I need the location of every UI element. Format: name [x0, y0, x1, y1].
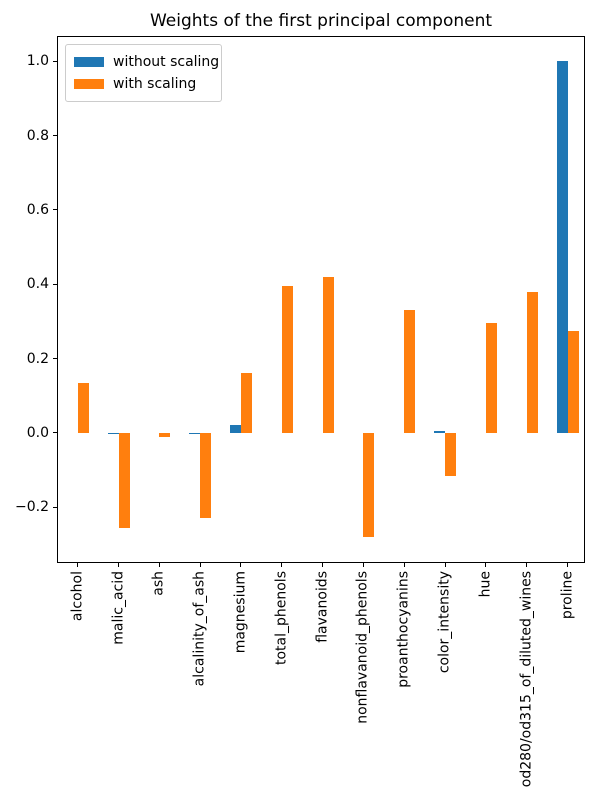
- bar-with-scaling-magnesium: [240, 373, 252, 433]
- y-tick-mark: [53, 60, 57, 62]
- y-tick-label: 0.8: [26, 127, 49, 144]
- x-tick-mark: [118, 562, 120, 567]
- x-tick-mark: [567, 562, 569, 567]
- x-tick-mark: [444, 562, 446, 567]
- bar-with-scaling-color-intensity: [445, 432, 457, 476]
- plot-area: without scaling with scaling: [57, 36, 585, 563]
- y-tick-mark: [53, 358, 57, 359]
- bar-with-scaling-ash: [159, 432, 171, 437]
- x-tick-label-total-phenols: total_phenols: [273, 570, 290, 665]
- bar-with-scaling-alcohol: [77, 382, 89, 433]
- legend-item-with-scaling: with scaling: [74, 73, 212, 95]
- bar-without-scaling-color-intensity: [434, 431, 446, 433]
- bar-without-scaling-proline: [556, 61, 568, 433]
- y-tick-label: −0.2: [15, 499, 49, 516]
- x-tick-label-proanthocyanins: proanthocyanins: [395, 570, 412, 688]
- x-tick-mark: [158, 562, 160, 567]
- x-tick-mark: [240, 562, 242, 567]
- bar-with-scaling-hue: [485, 323, 497, 433]
- x-tick-label-flavanoids: flavanoids: [314, 570, 331, 643]
- y-tick-label: 1.0: [26, 53, 49, 70]
- bar-with-scaling-alcalinity-of-ash: [200, 432, 212, 519]
- y-tick-mark: [53, 506, 57, 508]
- x-tick-label-color-intensity: color_intensity: [436, 570, 453, 673]
- legend-label: with scaling: [113, 76, 197, 92]
- bar-without-scaling-alcalinity-of-ash: [189, 432, 201, 435]
- y-tick-label: 0.0: [26, 424, 49, 441]
- x-tick-label-alcohol: alcohol: [69, 570, 86, 621]
- y-tick-label: 0.4: [26, 276, 49, 293]
- legend-swatch-orange: [74, 79, 104, 89]
- bar-with-scaling-malic-acid: [118, 432, 130, 528]
- bar-with-scaling-total-phenols: [281, 286, 293, 433]
- y-tick-mark: [53, 209, 57, 211]
- x-tick-label-nonflavanoid-phenols: nonflavanoid_phenols: [354, 570, 371, 724]
- bar-with-scaling-nonflavanoid-phenols: [363, 432, 375, 537]
- y-tick-mark: [53, 283, 57, 285]
- bar-with-scaling-proline: [567, 330, 579, 433]
- x-tick-label-hue: hue: [477, 570, 494, 597]
- legend-item-without-scaling: without scaling: [74, 51, 219, 73]
- x-tick-mark: [281, 562, 283, 567]
- x-tick-mark: [485, 562, 487, 567]
- y-tick-mark: [53, 135, 57, 137]
- legend: without scaling with scaling: [65, 44, 222, 102]
- y-tick-label: 0.2: [26, 350, 49, 367]
- bar-without-scaling-malic-acid: [107, 432, 119, 434]
- x-tick-mark: [322, 562, 324, 567]
- x-tick-label-malic-acid: malic_acid: [110, 570, 127, 645]
- x-tick-mark: [362, 562, 364, 567]
- legend-swatch-blue: [74, 57, 104, 67]
- y-tick-mark: [53, 432, 57, 434]
- x-tick-label-magnesium: magnesium: [232, 570, 249, 653]
- x-tick-label-ash: ash: [150, 570, 167, 596]
- bar-with-scaling-flavanoids: [322, 276, 334, 433]
- bar-without-scaling-magnesium: [229, 424, 241, 433]
- bar-with-scaling-od280-od315-of-diluted-wines: [526, 291, 538, 433]
- x-tick-label-od280-od315-of-diluted-wines: od280/od315_of_diluted_wines: [518, 570, 535, 787]
- x-tick-label-proline: proline: [559, 570, 576, 619]
- x-tick-mark: [526, 562, 528, 567]
- x-tick-mark: [199, 562, 201, 567]
- legend-label: without scaling: [113, 54, 220, 70]
- chart-title: Weights of the first principal component: [149, 11, 493, 31]
- y-tick-label: 0.6: [26, 201, 49, 218]
- x-tick-label-alcalinity-of-ash: alcalinity_of_ash: [191, 570, 208, 686]
- bar-with-scaling-proanthocyanins: [404, 310, 416, 433]
- x-tick-mark: [403, 562, 405, 567]
- x-tick-mark: [77, 562, 79, 567]
